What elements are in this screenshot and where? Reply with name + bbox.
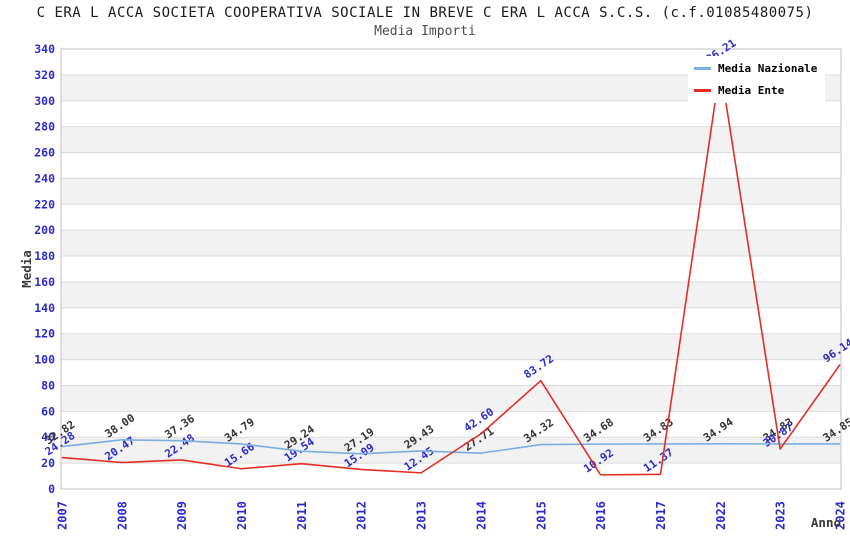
x-tick-label: 2017 bbox=[654, 501, 668, 530]
y-tick-label: 80 bbox=[41, 378, 55, 392]
y-tick-label: 60 bbox=[41, 404, 55, 418]
x-axis-title: Anno bbox=[811, 515, 841, 530]
plot-band bbox=[61, 230, 841, 257]
series-line-nazionale bbox=[61, 439, 841, 455]
legend-line-swatch-nazionale bbox=[694, 67, 711, 70]
data-label-nazionale: 38.00 bbox=[103, 411, 138, 440]
y-tick-label: 100 bbox=[34, 353, 55, 367]
series-line-ente bbox=[61, 66, 841, 476]
plot-band bbox=[61, 126, 841, 153]
x-tick-label: 2015 bbox=[534, 501, 548, 530]
plot-border bbox=[60, 48, 842, 490]
y-tick-label: 300 bbox=[34, 94, 55, 108]
legend-label-ente: Media Ente bbox=[718, 84, 785, 97]
y-tick-label: 0 bbox=[48, 482, 55, 496]
y-tick-label: 140 bbox=[34, 301, 55, 315]
y-tick-label: 340 bbox=[34, 42, 55, 56]
chart-subtitle: Media Importi bbox=[374, 24, 476, 39]
x-tick-label: 2014 bbox=[474, 501, 488, 530]
y-tick-label: 20 bbox=[41, 456, 55, 470]
x-tick-label: 2011 bbox=[295, 501, 309, 530]
legend-line-swatch-ente bbox=[694, 89, 711, 92]
y-tick-label: 120 bbox=[34, 327, 55, 341]
x-tick-label: 2010 bbox=[235, 501, 249, 530]
y-axis-title: Media bbox=[19, 250, 34, 288]
plot-band bbox=[61, 385, 841, 412]
plot-band bbox=[61, 178, 841, 205]
x-tick-label: 2008 bbox=[115, 501, 129, 530]
y-tick-label: 240 bbox=[34, 171, 55, 185]
y-tick-label: 160 bbox=[34, 275, 55, 289]
x-tick-label: 2016 bbox=[594, 501, 608, 530]
y-tick-label: 260 bbox=[34, 146, 55, 160]
x-tick-label: 2024 bbox=[834, 501, 848, 530]
legend-item-nazionale: Media Nazionale bbox=[694, 62, 817, 75]
x-tick-label: 2012 bbox=[355, 501, 369, 530]
x-tick-label: 2013 bbox=[415, 501, 429, 530]
x-tick-label: 2022 bbox=[714, 501, 728, 530]
x-tick-label: 2007 bbox=[56, 501, 70, 530]
x-tick-label: 2009 bbox=[175, 501, 189, 530]
plot-band bbox=[61, 281, 841, 308]
x-tick-label: 2023 bbox=[774, 501, 788, 530]
y-tick-label: 200 bbox=[34, 223, 55, 237]
y-tick-label: 180 bbox=[34, 249, 55, 263]
y-tick-label: 280 bbox=[34, 120, 55, 134]
legend-label-nazionale: Media Nazionale bbox=[718, 62, 818, 75]
y-tick-label: 320 bbox=[34, 68, 55, 82]
plot-band bbox=[61, 333, 841, 360]
legend: Media Nazionale Media Ente bbox=[688, 56, 826, 103]
chart-title: C ERA L ACCA SOCIETA COOPERATIVA SOCIALE… bbox=[36, 5, 814, 21]
y-tick-label: 220 bbox=[34, 197, 55, 211]
legend-item-ente: Media Ente bbox=[694, 84, 817, 97]
y-tick-label: 40 bbox=[41, 430, 55, 444]
